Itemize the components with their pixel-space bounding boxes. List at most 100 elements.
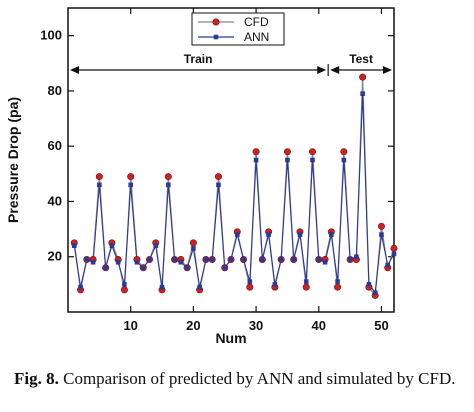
ann-point bbox=[134, 259, 140, 265]
annot-test-arrow-head-right bbox=[383, 66, 392, 74]
ann-point bbox=[153, 243, 159, 248]
cfd-point bbox=[95, 173, 103, 181]
y-tick-label: 20 bbox=[48, 249, 62, 264]
x-tick-label: 50 bbox=[374, 318, 388, 333]
ann-point bbox=[297, 232, 303, 237]
ann-point bbox=[329, 232, 334, 237]
figure-caption: Fig. 8. Comparison of predicted by ANN a… bbox=[14, 368, 464, 389]
cfd-point bbox=[189, 239, 197, 247]
caption-text: Comparison of predicted by ANN and simul… bbox=[58, 369, 456, 388]
cfd-point bbox=[127, 173, 135, 181]
ann-point bbox=[385, 262, 391, 268]
annotation-train-label: Train bbox=[184, 52, 213, 66]
legend-ann-label: ANN bbox=[244, 30, 269, 44]
ann-point bbox=[115, 259, 121, 265]
ann-point bbox=[197, 284, 202, 290]
ann-point bbox=[316, 257, 322, 262]
ann-point bbox=[372, 290, 378, 295]
y-tick-label: 80 bbox=[48, 83, 62, 98]
y-tick-label: 60 bbox=[48, 138, 62, 153]
ann-point bbox=[209, 257, 215, 262]
ann-point bbox=[84, 257, 90, 262]
ann-point bbox=[78, 284, 83, 290]
ann-point bbox=[260, 257, 265, 262]
ann-point bbox=[241, 257, 246, 262]
cfd-point bbox=[340, 148, 348, 156]
cfd-point bbox=[390, 244, 398, 252]
ann-point bbox=[354, 254, 359, 260]
ann-point bbox=[360, 91, 365, 96]
cfd-point bbox=[308, 148, 316, 156]
ann-point bbox=[266, 232, 271, 237]
ann-point bbox=[140, 265, 146, 271]
cfd-point bbox=[359, 73, 367, 81]
ann-point bbox=[90, 259, 96, 265]
ann-point bbox=[335, 279, 340, 284]
ann-point bbox=[347, 257, 353, 262]
series-ann-line bbox=[73, 93, 395, 295]
annot-test-arrow-head-left bbox=[330, 66, 340, 74]
ann-point bbox=[216, 182, 221, 188]
ann-point bbox=[184, 265, 190, 271]
series-layer bbox=[70, 73, 398, 299]
y-axis-title: Pressure Drop (pa) bbox=[5, 97, 21, 223]
ann-point bbox=[172, 257, 177, 262]
legend-cfd-marker bbox=[212, 18, 220, 26]
ann-point bbox=[341, 157, 347, 163]
x-tick-label: 20 bbox=[186, 318, 200, 333]
ann-point bbox=[191, 246, 196, 251]
x-tick-label: 10 bbox=[123, 318, 137, 333]
ann-point bbox=[310, 157, 315, 163]
plot-frame bbox=[67, 7, 395, 313]
ann-point bbox=[379, 232, 384, 237]
ann-point bbox=[234, 232, 240, 237]
ann-point bbox=[253, 157, 259, 163]
ann-point bbox=[366, 282, 372, 287]
ann-point bbox=[222, 265, 228, 271]
ann-point bbox=[178, 259, 184, 265]
ann-point bbox=[203, 257, 209, 262]
y-tick-label: 100 bbox=[40, 28, 62, 43]
annot-train-arrow-head-left bbox=[70, 66, 79, 74]
legend-ann-marker bbox=[213, 34, 219, 40]
annotation-test-label: Test bbox=[349, 52, 373, 66]
ann-point bbox=[109, 243, 115, 248]
axis-ticks: 10 20 30 40 50 20 40 60 80 100 bbox=[40, 8, 394, 333]
legend-box bbox=[191, 12, 285, 46]
ann-point bbox=[303, 279, 309, 284]
ann-point bbox=[322, 259, 328, 265]
y-tick-label: 40 bbox=[48, 193, 62, 208]
ann-point bbox=[122, 282, 127, 287]
ann-point bbox=[71, 243, 77, 248]
legend-cfd-label: CFD bbox=[244, 15, 269, 29]
ann-point bbox=[166, 182, 171, 188]
ann-point bbox=[128, 182, 133, 188]
cfd-point bbox=[164, 173, 172, 181]
cfd-point bbox=[214, 173, 222, 181]
ann-point bbox=[97, 182, 102, 188]
caption-label: Fig. 8. bbox=[14, 369, 59, 388]
ann-point bbox=[278, 257, 284, 262]
ann-point bbox=[291, 257, 296, 262]
ann-point bbox=[103, 265, 108, 271]
ann-point bbox=[147, 257, 152, 262]
cfd-point bbox=[377, 222, 385, 230]
cfd-point bbox=[302, 283, 310, 291]
ann-point bbox=[272, 282, 278, 287]
cfd-point bbox=[120, 286, 128, 294]
cfd-point bbox=[334, 283, 342, 291]
ann-point bbox=[247, 279, 253, 284]
annot-train-arrow-head-right bbox=[317, 66, 327, 74]
cfd-point bbox=[252, 148, 260, 156]
x-tick-label: 40 bbox=[312, 318, 326, 333]
x-tick-label: 30 bbox=[249, 318, 263, 333]
ann-point bbox=[285, 157, 290, 163]
ann-point bbox=[159, 284, 165, 290]
cfd-point bbox=[246, 283, 254, 291]
ann-point bbox=[391, 251, 397, 257]
ann-point bbox=[228, 257, 234, 262]
x-axis-title: Num bbox=[215, 330, 246, 346]
